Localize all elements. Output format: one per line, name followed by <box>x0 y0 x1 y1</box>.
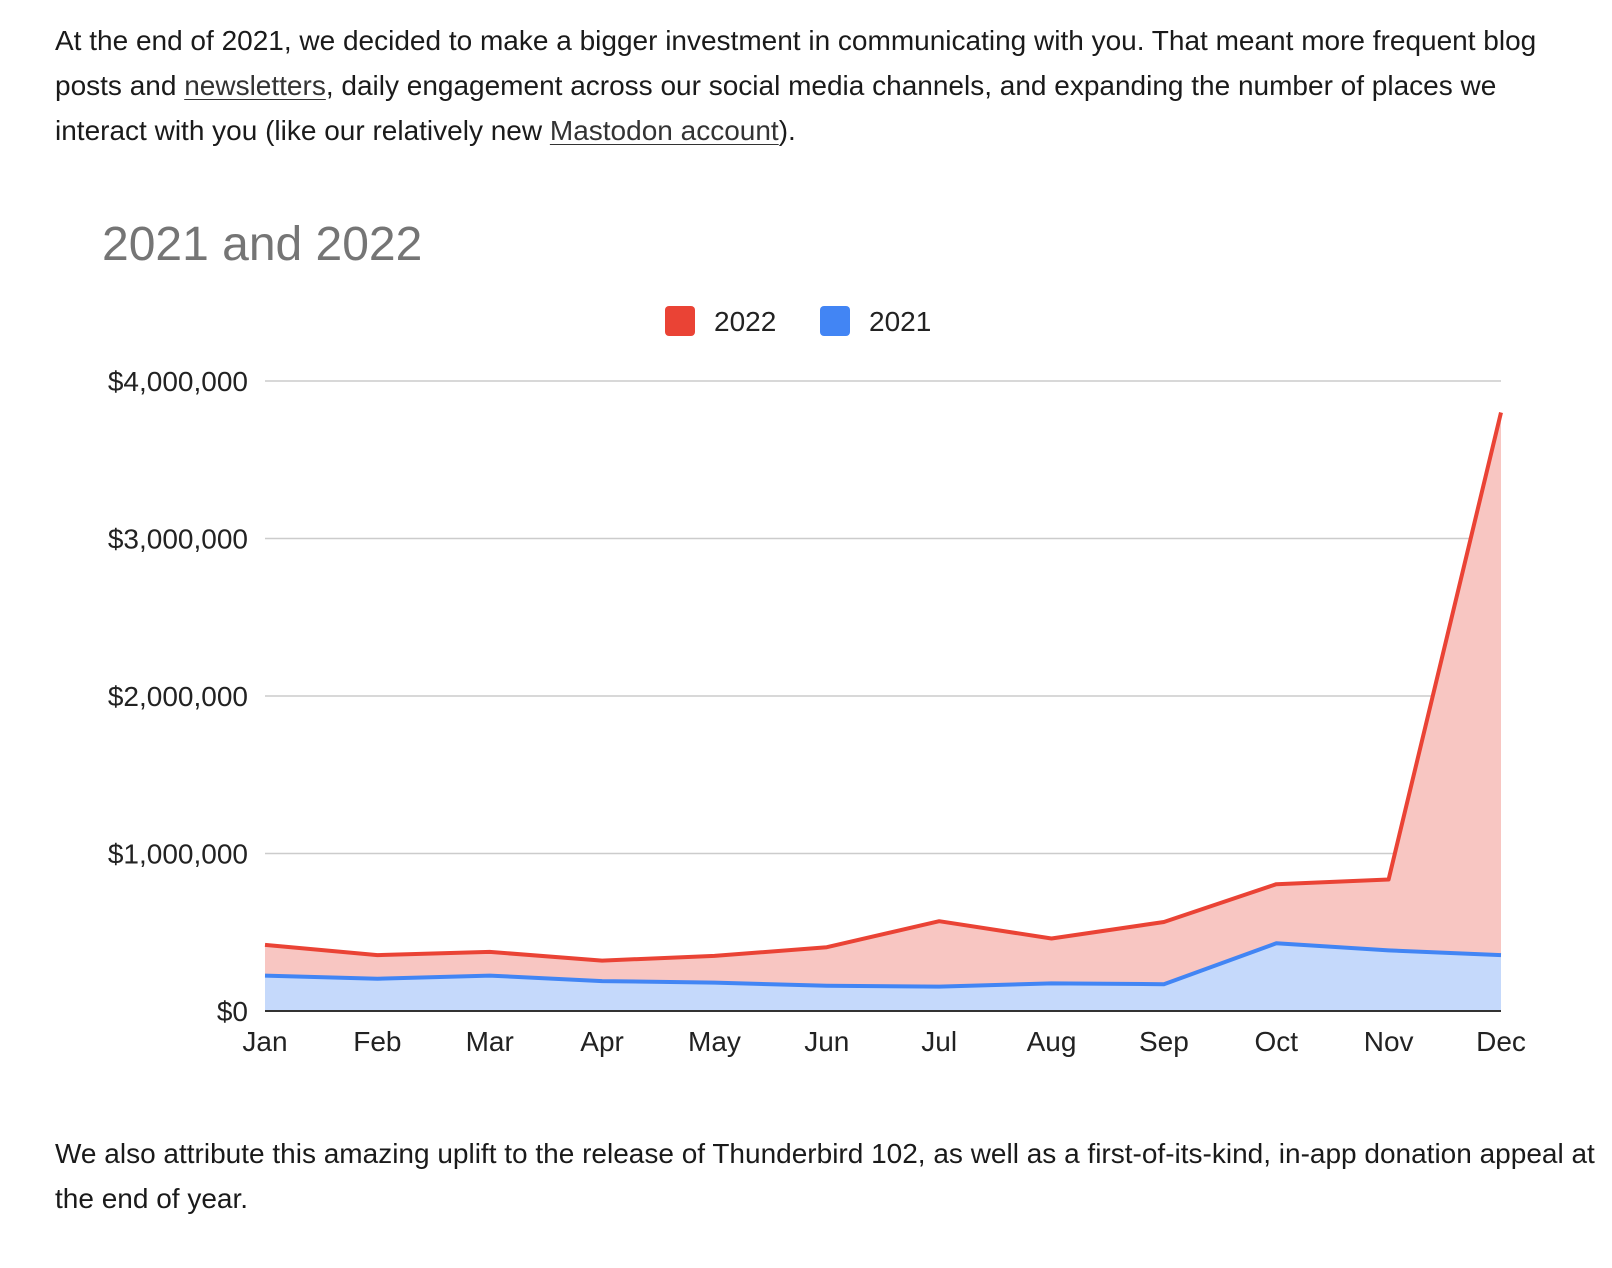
area-fill-2021 <box>265 943 1501 1011</box>
x-tick-label-jul: Jul <box>921 1026 957 1057</box>
legend-label-2022: 2022 <box>714 306 776 337</box>
chart-axes: $0 $1,000,000 $2,000,000 $3,000,000 $4,000,0… <box>108 366 1526 1057</box>
closing-paragraph: We also attribute this amazing uplift to… <box>55 1138 1595 1214</box>
series-line-2022 <box>264 412 1503 963</box>
intro-paragraph: At the end of 2021, we decided to make a… <box>55 18 1595 153</box>
chart-areas <box>264 412 1503 1011</box>
legend-swatch-2022 <box>665 306 695 336</box>
y-tick-label-4: $4,000,000 <box>108 366 248 397</box>
x-tick-label-aug: Aug <box>1027 1026 1077 1057</box>
x-tick-label-oct: Oct <box>1254 1026 1298 1057</box>
newsletters-link[interactable]: newsletters <box>184 70 326 101</box>
x-tick-label-jun: Jun <box>804 1026 849 1057</box>
chart-gridlines <box>265 380 1501 855</box>
y-tick-label-1: $1,000,000 <box>108 839 248 870</box>
x-tick-label-mar: Mar <box>466 1026 514 1057</box>
chart-legend: 2022 2021 <box>665 306 931 337</box>
donations-area-chart: 2021 and 2022 2022 2021 $0 $1,000,000 $2,00… <box>102 218 1526 1057</box>
x-tick-label-sep: Sep <box>1139 1026 1189 1057</box>
x-tick-label-feb: Feb <box>353 1026 401 1057</box>
intro-text-1: At the end of 2021, we decided to make a… <box>55 25 1537 101</box>
legend-label-2021: 2021 <box>869 306 931 337</box>
mastodon-account-link[interactable]: Mastodon account <box>549 115 779 146</box>
area-fill-2022 <box>265 412 1501 1011</box>
y-tick-label-0: $0 <box>217 996 248 1027</box>
x-tick-label-nov: Nov <box>1364 1026 1414 1057</box>
x-tick-label-jan: Jan <box>242 1026 287 1057</box>
x-tick-label-apr: Apr <box>580 1026 624 1057</box>
series-line-2021 <box>264 941 1502 989</box>
chart-title: 2021 and 2022 <box>102 218 422 271</box>
y-tick-label-3: $3,000,000 <box>108 524 248 555</box>
x-tick-label-dec: Dec <box>1476 1026 1526 1057</box>
legend-swatch-2021 <box>820 306 850 336</box>
intro-text-3: ). <box>778 115 796 146</box>
intro-text-2: , daily engagement across our social med… <box>55 70 1497 146</box>
y-tick-label-2: $2,000,000 <box>108 681 248 712</box>
x-tick-label-may: May <box>688 1026 741 1057</box>
